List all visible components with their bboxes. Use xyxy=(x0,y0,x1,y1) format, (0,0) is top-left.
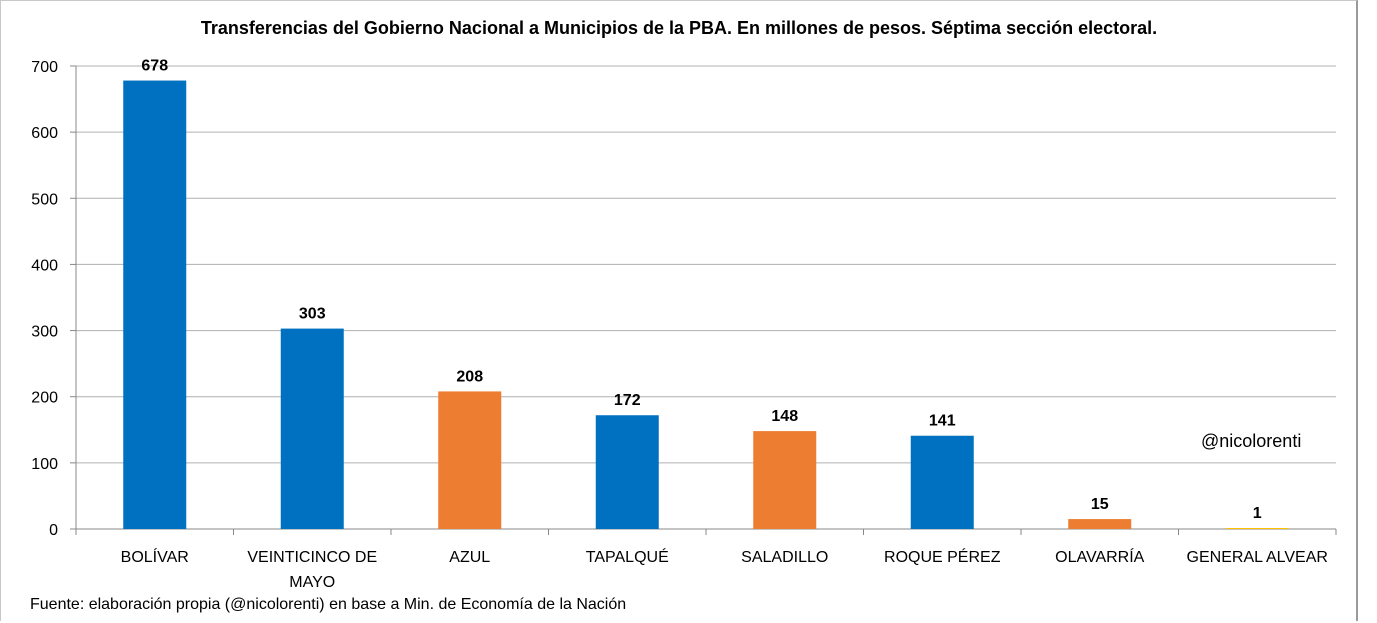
source-note: Fuente: elaboración propia (@nicolorenti… xyxy=(30,596,627,613)
x-tick-label: BOLÍVAR xyxy=(121,547,189,566)
data-label: 148 xyxy=(771,408,798,425)
data-label: 141 xyxy=(929,413,956,430)
bar-chart: 0 100 200 300 400 500 600 700 678 BOLÍVAR 303 VEINT… xyxy=(31,58,1337,591)
data-label: 172 xyxy=(614,392,641,409)
y-tick-label: 300 xyxy=(31,324,58,341)
bar xyxy=(438,391,502,529)
watermark-text: @nicolorenti xyxy=(1201,431,1302,451)
x-tick-label: SALADILLO xyxy=(741,549,828,566)
x-tick-label: OLAVARRÍA xyxy=(1055,547,1145,566)
data-label: 1 xyxy=(1253,505,1262,522)
y-tick-label: 100 xyxy=(31,456,58,473)
data-label: 303 xyxy=(299,306,326,323)
data-label: 678 xyxy=(141,58,168,75)
bar xyxy=(1225,528,1289,529)
chart-title: Transferencias del Gobierno Nacional a M… xyxy=(200,18,1158,38)
x-tick-label: GENERAL ALVEAR xyxy=(1187,549,1328,566)
x-tick-label: AZUL xyxy=(449,549,490,566)
x-tick-label: TAPALQUÉ xyxy=(586,547,669,566)
y-tick-label: 200 xyxy=(31,390,58,407)
bar xyxy=(753,431,817,529)
x-tick-label: ROQUE PÉREZ xyxy=(884,547,1001,566)
x-tick-label: VEINTICINCO DE MAYO xyxy=(247,549,377,591)
bar xyxy=(1068,519,1132,529)
bar xyxy=(123,80,187,530)
y-tick-label: 0 xyxy=(49,522,58,539)
bar xyxy=(910,435,974,529)
y-tick-label: 500 xyxy=(31,191,58,208)
bar xyxy=(595,415,659,529)
y-tick-label: 400 xyxy=(31,257,58,274)
data-label: 208 xyxy=(456,368,483,385)
y-tick-label: 700 xyxy=(31,59,58,76)
y-tick-label: 600 xyxy=(31,125,58,142)
bar xyxy=(280,328,344,529)
data-label: 15 xyxy=(1091,496,1109,513)
